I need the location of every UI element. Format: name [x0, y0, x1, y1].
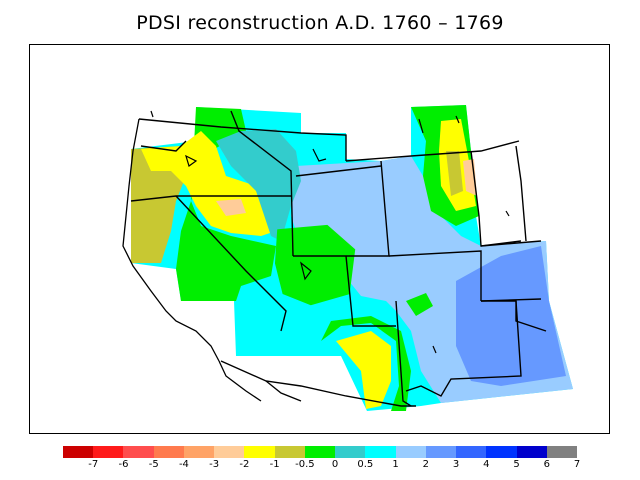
- colorbar-swatch: [183, 446, 215, 458]
- colorbar-labels: -7 -6 -5 -4 -3 -2 -1 -0.5 0 0.5 1 2 3 4 5 6 7: [0, 459, 640, 473]
- colorbar-tick-label: -2: [239, 459, 250, 470]
- colorbar-tick-label: -4: [178, 459, 189, 470]
- canada-border-east: [345, 140, 520, 162]
- field-olive-ne: [446, 151, 463, 196]
- colorbar-tick-label: 7: [573, 459, 581, 470]
- colorbar-swatch: [93, 446, 124, 458]
- field-yellow-south: [336, 331, 391, 409]
- field-green-center-ring: [274, 224, 356, 306]
- arizona-nm: [395, 300, 412, 407]
- idaho-east: [230, 110, 294, 257]
- pacific-coast: [122, 118, 220, 362]
- colorbar-tick-label: -7: [88, 459, 99, 470]
- colorbar-swatch: [244, 446, 275, 458]
- colorbar: [63, 446, 577, 458]
- colorbar-swatch: [425, 446, 457, 458]
- colorbar-tick-label: -0.5: [295, 459, 315, 470]
- canada-border: [138, 118, 347, 161]
- lake-7: [505, 210, 510, 217]
- lake-3: [299, 261, 312, 281]
- utah-colorado: [345, 255, 396, 327]
- colorbar-tick-label: -3: [209, 459, 220, 470]
- colorbar-tick-label: 0.5: [357, 459, 374, 470]
- map-title: PDSI reconstruction A.D. 1760 – 1769: [136, 12, 504, 34]
- field-peach-west: [216, 199, 246, 216]
- state-boundaries: [130, 110, 547, 407]
- colorbar-tick-label: 3: [452, 459, 460, 470]
- colorbar-swatch: [63, 446, 94, 458]
- colorbar-swatch: [395, 446, 426, 458]
- oklahoma-panhandle: [515, 301, 547, 332]
- colorbar-swatch: [214, 446, 245, 458]
- lake-1: [312, 148, 327, 162]
- colorbar-swatch: [456, 446, 487, 458]
- colorbar-swatch: [274, 446, 305, 458]
- baja-coast: [218, 360, 262, 402]
- lakes: [150, 110, 510, 354]
- colorbar-swatch: [486, 446, 517, 458]
- colorbar-tick-label: -6: [118, 459, 129, 470]
- colorbar-tick-label: -1: [269, 459, 280, 470]
- field-green-nm: [406, 293, 433, 316]
- pdsi-map: [122, 105, 573, 411]
- field-teal-west: [216, 129, 301, 241]
- colorbar-tick-label: 6: [543, 459, 550, 470]
- colorado-box: [388, 250, 482, 301]
- nebraska-kansas: [480, 240, 542, 247]
- lake-4: [418, 118, 424, 134]
- colorbar-swatch: [335, 446, 366, 458]
- lake-2: [185, 154, 198, 167]
- lake-6: [432, 345, 437, 354]
- map-panel: [29, 44, 610, 434]
- colorbar-swatch: [123, 446, 154, 458]
- colorbar-tick-label: 0: [331, 459, 339, 470]
- colorbar-swatch: [365, 446, 396, 458]
- montana-south: [295, 165, 382, 177]
- mn-border: [515, 145, 527, 242]
- field-blue-se: [456, 246, 566, 386]
- lake-8: [150, 110, 154, 118]
- coastline: [122, 118, 302, 402]
- oregon-south: [130, 195, 291, 202]
- nevada-california: [175, 195, 287, 332]
- colorbar-swatch: [304, 446, 336, 458]
- colorbar-tick-label: 1: [392, 459, 399, 470]
- gulf-california: [265, 380, 302, 402]
- colorbar-tick-label: -5: [148, 459, 159, 470]
- dakota-line: [470, 150, 522, 247]
- colorbar-tick-label: 2: [422, 459, 429, 470]
- kansas-oklahoma: [480, 298, 542, 302]
- pdsi-field: [131, 105, 573, 411]
- colorbar-tick-label: 4: [483, 459, 490, 470]
- lake-5: [455, 115, 460, 124]
- field-green-south: [321, 316, 411, 411]
- colorbar-swatch: [546, 446, 577, 458]
- colorbar-swatch: [153, 446, 184, 458]
- wyoming-box: [293, 160, 390, 257]
- mexico-border: [220, 360, 416, 407]
- colorbar-swatch: [516, 446, 547, 458]
- field-olive-nw: [131, 146, 186, 263]
- colorbar-tick-label: 5: [513, 459, 520, 470]
- oregon-washington-line: [140, 140, 187, 152]
